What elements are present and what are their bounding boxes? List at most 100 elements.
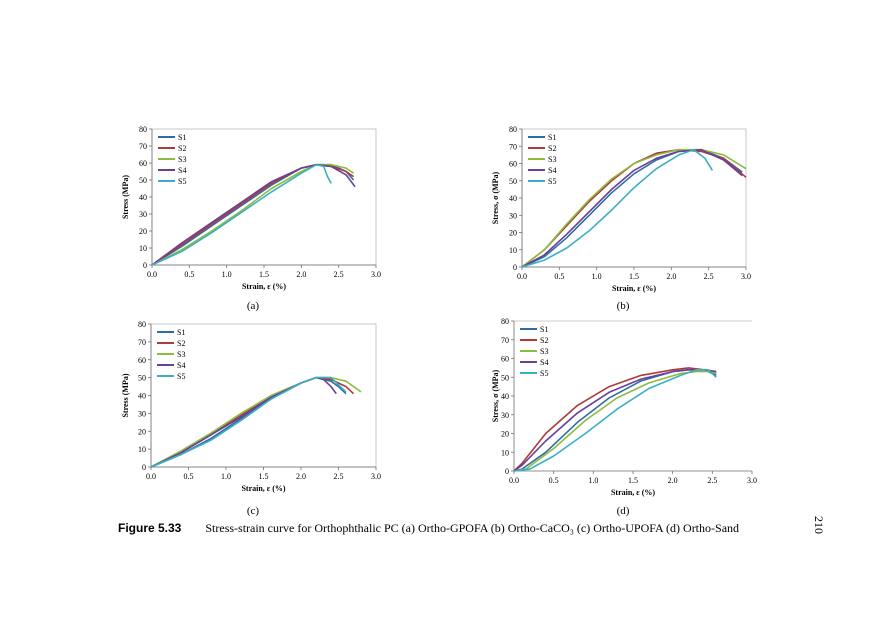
x-axis-title: Strain, ε (%) — [612, 284, 656, 293]
y-tick-label: 50 — [501, 373, 509, 382]
y-tick-label: 30 — [138, 409, 146, 418]
x-tick-label: 2.5 — [334, 270, 344, 279]
y-tick-label: 60 — [509, 160, 517, 169]
legend-label-s5: S5 — [177, 372, 185, 381]
legend-label-s4: S4 — [540, 358, 548, 367]
x-axis-title: Strain, ε (%) — [242, 282, 286, 291]
y-tick-label: 30 — [509, 211, 517, 220]
chart-b: 0.0 0.5 1.0 1.5 2.0 2.5 3.0 0 10 20 30 40 50 60 70 80 St… — [491, 125, 751, 293]
y-tick-label: 30 — [139, 210, 147, 219]
y-tick-label: 40 — [139, 193, 147, 202]
x-tick-label: 1.5 — [628, 476, 638, 485]
figure-caption: Figure 5.33 Stress-strain curve for Ortho… — [118, 521, 739, 536]
x-tick-label: 1.5 — [259, 270, 269, 279]
x-tick-label: 2.0 — [668, 476, 678, 485]
y-tick-label: 60 — [139, 159, 147, 168]
y-tick-label: 50 — [138, 374, 146, 383]
legend-label-s3: S3 — [548, 155, 556, 164]
series-line-s4 — [521, 148, 743, 268]
series-line-s3 — [151, 163, 355, 266]
y-tick-label: 50 — [139, 176, 147, 185]
page-number: 210 — [812, 516, 826, 534]
legend-label-s2: S2 — [177, 339, 185, 348]
y-tick-label: 80 — [139, 125, 147, 134]
y-axis-title: Stress (MPa) — [121, 373, 130, 417]
chart-d: 0.0 0.5 1.0 1.5 2.0 2.5 3.0 0 10 20 30 40 50 60 70 80 St… — [491, 317, 757, 497]
legend-label-s5: S5 — [178, 177, 186, 186]
x-tick-label: 0.5 — [184, 472, 194, 481]
legend-label-s4: S4 — [177, 361, 185, 370]
x-tick-label: 3.0 — [741, 272, 751, 281]
x-axis-title: Strain, ε (%) — [611, 488, 655, 497]
y-tick-label: 50 — [509, 177, 517, 186]
legend-label-s3: S3 — [540, 347, 548, 356]
x-tick-label: 1.5 — [259, 472, 269, 481]
y-tick-label: 10 — [509, 246, 517, 255]
series-line-s5 — [150, 376, 347, 468]
x-tick-label: 0.0 — [517, 272, 527, 281]
y-tick-label: 20 — [138, 427, 146, 436]
y-axis-title: Stress (MPa) — [121, 175, 130, 219]
x-tick-label: 1.0 — [592, 272, 602, 281]
y-tick-label: 20 — [501, 430, 509, 439]
legend-label-s1: S1 — [178, 133, 186, 142]
legend-label-s4: S4 — [548, 166, 556, 175]
legend-label-s5: S5 — [548, 177, 556, 186]
series-line-s5 — [513, 368, 717, 472]
x-tick-label: 2.0 — [666, 272, 676, 281]
y-tick-label: 80 — [501, 317, 509, 326]
series-line-s4 — [151, 163, 356, 266]
legend-label-s1: S1 — [177, 328, 185, 337]
x-tick-label: 2.0 — [296, 270, 306, 279]
y-tick-label: 0 — [142, 463, 146, 472]
y-tick-label: 80 — [509, 125, 517, 134]
series-line-s4 — [150, 376, 337, 468]
y-tick-label: 70 — [138, 338, 146, 347]
panel-label-c: (c) — [246, 505, 260, 517]
series-line-s3 — [521, 148, 747, 268]
legend-label-s2: S2 — [540, 336, 548, 345]
legend-label-s2: S2 — [548, 144, 556, 153]
y-tick-label: 20 — [509, 229, 517, 238]
x-tick-label: 1.0 — [588, 476, 598, 485]
x-tick-label: 2.0 — [296, 472, 306, 481]
y-tick-label: 20 — [139, 227, 147, 236]
x-tick-label: 1.0 — [221, 472, 231, 481]
x-tick-label: 3.0 — [747, 476, 757, 485]
y-tick-label: 70 — [501, 336, 509, 345]
y-tick-label: 70 — [509, 142, 517, 151]
series-line-s3 — [150, 376, 362, 468]
x-axis-title: Strain, ε (%) — [241, 484, 285, 493]
chart-a: 0.0 0.5 1.0 1.5 2.0 2.5 3.0 0 10 20 30 40 50 60 70 80 St… — [121, 125, 381, 291]
x-tick-label: 1.0 — [222, 270, 232, 279]
y-tick-label: 0 — [143, 261, 147, 270]
x-tick-label: 0.0 — [147, 270, 157, 279]
x-tick-label: 3.0 — [371, 472, 381, 481]
y-tick-label: 60 — [501, 355, 509, 364]
x-tick-label: 0.0 — [509, 476, 519, 485]
x-tick-label: 0.5 — [549, 476, 559, 485]
panel-label-d: (d) — [616, 505, 630, 517]
y-tick-label: 10 — [139, 244, 147, 253]
x-tick-label: 2.5 — [704, 272, 714, 281]
x-tick-label: 2.5 — [334, 472, 344, 481]
series-line-s2 — [513, 367, 717, 472]
x-tick-label: 1.5 — [629, 272, 639, 281]
chart-c: 0.0 0.5 1.0 1.5 2.0 2.5 3.0 0 10 20 30 40 50 60 70 80 St… — [121, 320, 381, 493]
y-tick-label: 80 — [138, 320, 146, 329]
legend-label-s3: S3 — [178, 155, 186, 164]
y-tick-label: 0 — [513, 263, 517, 272]
legend-label-s4: S4 — [178, 166, 186, 175]
y-tick-label: 70 — [139, 142, 147, 151]
panel-label-b: (b) — [616, 300, 630, 312]
x-tick-label: 0.0 — [146, 472, 156, 481]
legend-label-s5: S5 — [540, 369, 548, 378]
y-tick-label: 40 — [138, 392, 146, 401]
series-line-s5 — [151, 163, 332, 266]
y-tick-label: 10 — [138, 445, 146, 454]
x-tick-label: 0.5 — [554, 272, 564, 281]
y-tick-label: 60 — [138, 356, 146, 365]
y-tick-label: 10 — [501, 448, 509, 457]
legend-label-s1: S1 — [540, 325, 548, 334]
x-tick-label: 0.5 — [184, 270, 194, 279]
